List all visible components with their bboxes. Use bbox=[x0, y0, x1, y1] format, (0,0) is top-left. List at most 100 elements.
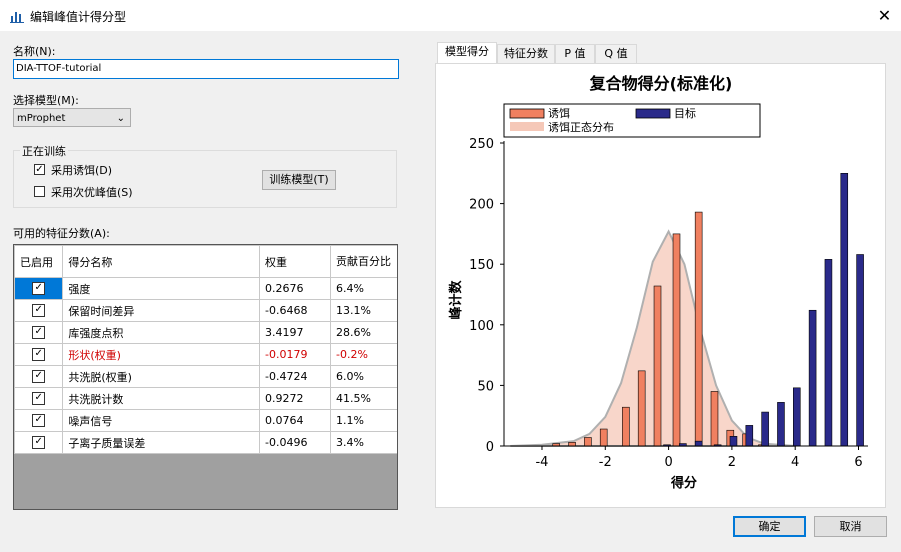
x-tick-label: -4 bbox=[535, 455, 548, 470]
table-row[interactable]: ✓ 形状(权重) -0.0179 -0.2% bbox=[14, 343, 397, 366]
y-tick-label: 100 bbox=[469, 319, 494, 334]
table-row[interactable]: ✓ 噪声信号 0.0764 1.1% bbox=[14, 409, 397, 432]
col-enabled-header[interactable]: 已启用 bbox=[14, 245, 64, 278]
row-enabled-checkbox[interactable]: ✓ bbox=[32, 348, 46, 362]
train-model-button[interactable]: 训练模型(T) bbox=[262, 170, 336, 190]
close-button[interactable]: ✕ bbox=[877, 6, 892, 25]
tab-p-value[interactable]: P 值 bbox=[555, 44, 595, 63]
table-row[interactable]: ✓ 共洗脱(权重) -0.4724 6.0% bbox=[14, 365, 397, 388]
row-enabled-cell[interactable]: ✓ bbox=[14, 299, 64, 322]
name-label: 名称(N): bbox=[13, 45, 56, 58]
table-row[interactable]: ✓ 共洗脱计数 0.9272 41.5% bbox=[14, 387, 397, 410]
use-second-best-checkbox[interactable] bbox=[34, 186, 45, 197]
row-enabled-cell[interactable]: ✓ bbox=[14, 431, 64, 454]
row-weight-cell[interactable]: 3.4197 bbox=[259, 321, 332, 344]
model-select[interactable]: mProphet ⌄ bbox=[13, 108, 131, 127]
row-name-cell[interactable]: 强度 bbox=[62, 277, 261, 300]
title-bar bbox=[0, 0, 901, 31]
row-weight-cell[interactable]: -0.0179 bbox=[259, 343, 332, 366]
x-tick-label: 6 bbox=[854, 455, 862, 470]
row-enabled-checkbox[interactable]: ✓ bbox=[32, 370, 46, 384]
legend-target-swatch bbox=[635, 108, 671, 119]
row-enabled-cell[interactable]: ✓ bbox=[14, 387, 64, 410]
x-axis-label: 得分 bbox=[670, 475, 697, 491]
col-name-header[interactable]: 得分名称 bbox=[62, 245, 261, 278]
row-enabled-cell[interactable]: ✓ bbox=[14, 343, 64, 366]
row-enabled-checkbox[interactable]: ✓ bbox=[32, 304, 46, 318]
row-name-cell[interactable]: 形状(权重) bbox=[62, 343, 261, 366]
col-percent-header[interactable]: 贡献百分比 bbox=[330, 245, 397, 278]
use-decoys-label: 采用诱饵(D) bbox=[51, 164, 113, 177]
table-header-row: 已启用 得分名称 权重 贡献百分比 bbox=[14, 245, 397, 278]
row-weight-cell[interactable]: 0.9272 bbox=[259, 387, 332, 410]
chart-legend: 诱饵 目标 诱饵正态分布 bbox=[503, 103, 761, 138]
row-percent-cell[interactable]: 28.6% bbox=[330, 321, 397, 344]
row-name-cell[interactable]: 子离子质量误差 bbox=[62, 431, 261, 454]
ok-button[interactable]: 确定 bbox=[733, 516, 806, 537]
row-name-cell[interactable]: 保留时间差异 bbox=[62, 299, 261, 322]
row-weight-cell[interactable]: -0.4724 bbox=[259, 365, 332, 388]
table-row[interactable]: ✓ 子离子质量误差 -0.0496 3.4% bbox=[14, 431, 397, 454]
row-weight-cell[interactable]: -0.0496 bbox=[259, 431, 332, 454]
decoy-bar bbox=[672, 233, 681, 447]
row-weight-cell[interactable]: 0.0764 bbox=[259, 409, 332, 432]
x-tick-label: 4 bbox=[791, 455, 799, 470]
legend-target-label: 目标 bbox=[674, 106, 696, 120]
use-decoys-checkbox[interactable]: ✓ bbox=[34, 164, 45, 175]
target-bar bbox=[808, 309, 817, 447]
target-bar bbox=[761, 411, 769, 447]
tab-q-value[interactable]: Q 值 bbox=[595, 44, 637, 63]
decoy-bar bbox=[599, 428, 608, 447]
col-weight-header[interactable]: 权重 bbox=[259, 245, 332, 278]
row-percent-cell[interactable]: -0.2% bbox=[330, 343, 397, 366]
y-tick-label: 150 bbox=[469, 258, 494, 273]
row-weight-cell[interactable]: -0.6468 bbox=[259, 299, 332, 322]
name-input[interactable]: DIA-TTOF-tutorial bbox=[13, 59, 399, 79]
model-label: 选择模型(M): bbox=[13, 94, 79, 107]
decoy-bar bbox=[694, 211, 703, 447]
target-bar bbox=[729, 436, 738, 447]
decoy-bar bbox=[710, 391, 719, 447]
row-name-cell[interactable]: 共洗脱(权重) bbox=[62, 365, 261, 388]
table-row[interactable]: ✓ 库强度点积 3.4197 28.6% bbox=[14, 321, 397, 344]
chevron-down-icon: ⌄ bbox=[116, 113, 125, 124]
row-percent-cell[interactable]: 6.4% bbox=[330, 277, 397, 300]
decoy-bar bbox=[622, 406, 630, 447]
y-tick-label: 250 bbox=[469, 137, 494, 152]
row-percent-cell[interactable]: 13.1% bbox=[330, 299, 397, 322]
target-bar bbox=[777, 402, 785, 447]
row-enabled-cell[interactable]: ✓ bbox=[14, 321, 64, 344]
row-enabled-checkbox[interactable]: ✓ bbox=[32, 392, 46, 406]
row-name-cell[interactable]: 共洗脱计数 bbox=[62, 387, 261, 410]
row-name-cell[interactable]: 噪声信号 bbox=[62, 409, 261, 432]
training-group bbox=[13, 150, 397, 208]
y-axis-label: 峰计数 bbox=[448, 280, 464, 320]
y-tick-label: 200 bbox=[469, 198, 494, 213]
row-percent-cell[interactable]: 6.0% bbox=[330, 365, 397, 388]
table-row[interactable]: ✓ 强度 0.2676 6.4% bbox=[14, 277, 397, 300]
row-enabled-checkbox[interactable]: ✓ bbox=[32, 436, 46, 450]
row-enabled-checkbox[interactable]: ✓ bbox=[32, 282, 46, 296]
y-tick-label: 50 bbox=[477, 379, 494, 394]
row-percent-cell[interactable]: 3.4% bbox=[330, 431, 397, 454]
row-enabled-cell[interactable]: ✓ bbox=[14, 409, 64, 432]
row-enabled-cell[interactable]: ✓ bbox=[14, 365, 64, 388]
decoy-bar bbox=[653, 285, 662, 447]
row-enabled-checkbox[interactable]: ✓ bbox=[32, 326, 46, 340]
score-chart: 复合物得分(标准化) 0 50 100 150 200 250 -4 -2 0 2 4 6 诱饵 目标… bbox=[448, 74, 868, 491]
cancel-button[interactable]: 取消 bbox=[814, 516, 887, 537]
target-bar bbox=[793, 387, 801, 447]
target-bar bbox=[840, 173, 849, 447]
row-enabled-cell[interactable]: ✓ bbox=[14, 277, 64, 300]
row-name-cell[interactable]: 库强度点积 bbox=[62, 321, 261, 344]
row-weight-cell[interactable]: 0.2676 bbox=[259, 277, 332, 300]
x-tick-label: -2 bbox=[599, 455, 612, 470]
tab-model-score[interactable]: 模型得分 bbox=[437, 42, 497, 64]
y-tick-label: 0 bbox=[486, 440, 494, 455]
table-row[interactable]: ✓ 保留时间差异 -0.6468 13.1% bbox=[14, 299, 397, 322]
tab-feature-scores[interactable]: 特征分数 bbox=[497, 44, 555, 63]
row-percent-cell[interactable]: 41.5% bbox=[330, 387, 397, 410]
row-percent-cell[interactable]: 1.1% bbox=[330, 409, 397, 432]
row-enabled-checkbox[interactable]: ✓ bbox=[32, 414, 46, 428]
use-second-best-label: 采用次优峰值(S) bbox=[51, 186, 133, 199]
